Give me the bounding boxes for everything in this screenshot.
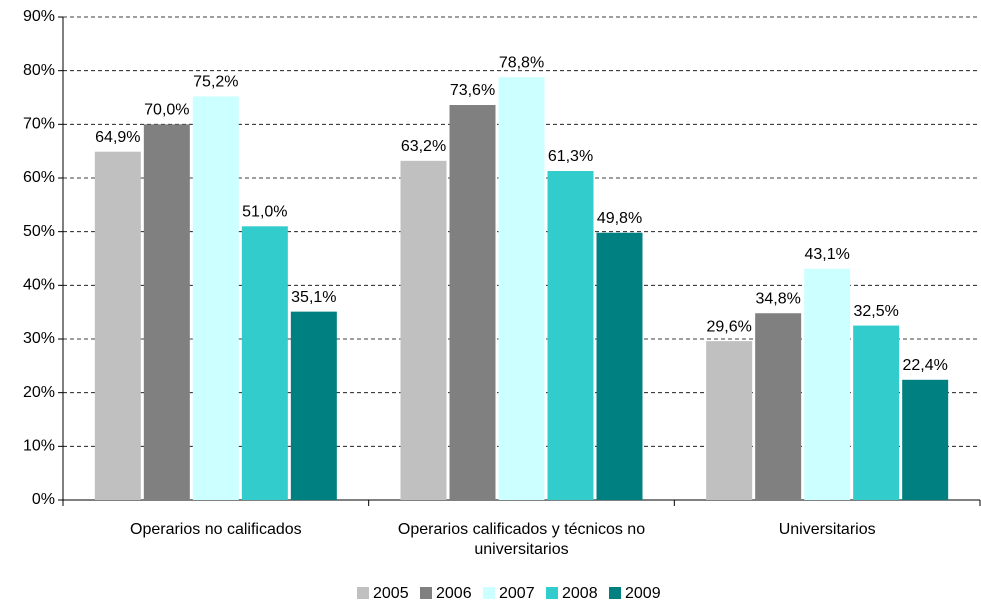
y-tick-label: 20% — [23, 384, 55, 401]
bar — [498, 77, 545, 501]
y-tick-label: 0% — [32, 491, 55, 508]
data-label: 29,6% — [706, 318, 751, 335]
y-tick-label: 80% — [23, 62, 55, 79]
legend-label: 2009 — [625, 585, 661, 602]
data-label: 64,9% — [95, 129, 140, 146]
legend-swatch — [420, 587, 432, 599]
y-tick-label: 40% — [23, 277, 55, 294]
legend-swatch — [609, 587, 621, 599]
bar — [804, 268, 851, 500]
data-label: 63,2% — [401, 138, 446, 155]
data-label: 78,8% — [499, 54, 544, 71]
y-tick-label: 10% — [23, 438, 55, 455]
x-tick-label: Universitarios — [778, 521, 876, 538]
data-label: 22,4% — [902, 357, 947, 374]
x-tick-label: Operarios calificados y técnicos no univ… — [397, 521, 646, 558]
legend-label: 2008 — [562, 585, 598, 602]
legend-label: 2005 — [373, 585, 409, 602]
data-label: 35,1% — [291, 289, 336, 306]
bar — [755, 313, 802, 500]
y-tick-label: 60% — [23, 169, 55, 186]
legend-label: 2007 — [499, 585, 535, 602]
data-label: 61,3% — [548, 148, 593, 165]
legend-swatch — [357, 587, 369, 599]
bar — [449, 105, 496, 500]
bar — [706, 341, 753, 500]
y-tick-label: 30% — [23, 330, 55, 347]
bar — [94, 151, 141, 500]
bar — [290, 311, 337, 500]
data-label: 70,0% — [144, 102, 189, 119]
y-tick-label: 50% — [23, 223, 55, 240]
bar — [853, 325, 900, 500]
bar — [241, 226, 288, 501]
bar — [143, 124, 190, 500]
bar — [192, 96, 239, 500]
bar — [596, 232, 643, 501]
data-label: 34,8% — [755, 290, 800, 307]
legend-label: 2006 — [436, 585, 472, 602]
y-tick-label: 90% — [23, 8, 55, 25]
data-label: 32,5% — [853, 303, 898, 320]
legend-swatch — [483, 587, 495, 599]
legend-swatch — [546, 587, 558, 599]
data-label: 43,1% — [804, 246, 849, 263]
data-label: 73,6% — [450, 82, 495, 99]
data-label: 49,8% — [597, 210, 642, 227]
bar — [400, 160, 447, 500]
x-tick-label: Operarios no calificados — [130, 521, 302, 538]
data-label: 75,2% — [193, 74, 238, 91]
bar — [547, 171, 594, 501]
bar — [902, 379, 949, 500]
data-label: 51,0% — [242, 204, 287, 221]
y-tick-label: 70% — [23, 116, 55, 133]
